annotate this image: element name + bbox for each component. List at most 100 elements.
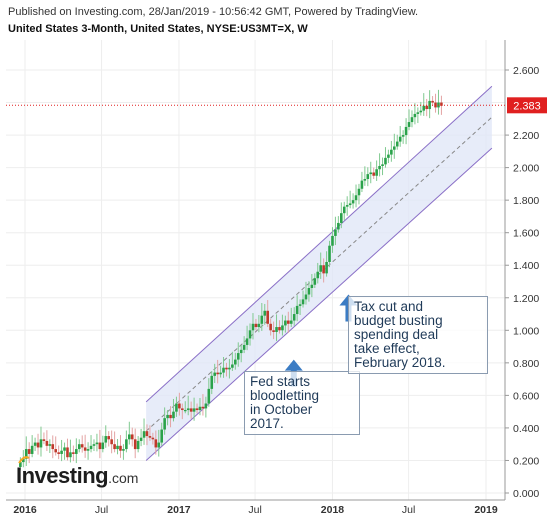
candle-body (234, 359, 237, 365)
chart-title: United States 3-Month, United States, NY… (8, 23, 308, 35)
y-tick-label: 2.200 (513, 130, 539, 142)
candle-body (178, 403, 181, 409)
x-tick-label: Jul (95, 504, 108, 516)
candle-body (228, 367, 231, 370)
investing-logo[interactable]: Investing.com (16, 456, 138, 489)
candle-body (372, 172, 375, 176)
candle-body (307, 288, 311, 295)
candle-body (348, 203, 352, 206)
y-tick-label: 0.000 (513, 488, 539, 500)
candle-body (19, 462, 22, 467)
candle-body (334, 229, 337, 236)
x-tick-label: 2017 (167, 504, 191, 516)
candle-body (378, 165, 381, 170)
candle-body (275, 327, 278, 332)
candle-body (404, 126, 408, 136)
candle-body (213, 372, 216, 376)
candle-body (354, 195, 358, 201)
y-tick-label: 1.400 (513, 260, 539, 272)
candle-body (201, 406, 205, 409)
candle-body (77, 444, 81, 450)
candle-body (192, 408, 196, 412)
candle-body (36, 442, 40, 448)
candles (19, 89, 443, 471)
y-tick-label: 0.800 (513, 358, 539, 370)
candle-body (239, 349, 243, 354)
candle-body (95, 442, 99, 445)
candle-body (375, 169, 378, 176)
candle-body (69, 452, 72, 458)
candle-body (263, 310, 267, 316)
candle-body (160, 429, 164, 443)
candle-body (183, 410, 187, 412)
candle-body (172, 411, 175, 419)
candle-body (86, 449, 90, 451)
fed-annotation: Fed starts bloodletting in October 2017. (244, 371, 360, 435)
candle-body (266, 310, 269, 324)
candle-body (66, 447, 69, 458)
candle-body (331, 235, 334, 246)
logo-swoosh-icon (18, 456, 30, 464)
candle-body (151, 437, 155, 440)
last-price-line: 2.383 (6, 97, 547, 114)
y-tick-label: 0.400 (513, 423, 539, 435)
candle-body (301, 299, 305, 305)
candle-body (139, 437, 143, 441)
candle-body (98, 442, 102, 450)
candle-body (89, 445, 93, 450)
candle-body (163, 418, 166, 430)
candle-body (251, 323, 255, 331)
candle-body (148, 436, 152, 438)
candle-body (157, 442, 161, 448)
candle-body (242, 344, 246, 350)
candle-body (236, 353, 240, 360)
candle-body (357, 188, 361, 196)
candle-body (287, 320, 290, 324)
candle-body (186, 408, 190, 411)
candle-body (204, 403, 208, 409)
x-tick-label: Jul (248, 504, 261, 516)
candle-body (407, 122, 411, 127)
candle-body (310, 284, 314, 289)
channel-upper-line (145, 85, 493, 403)
candle-body (113, 444, 116, 450)
last-price-badge (507, 97, 547, 114)
candle-body (45, 440, 49, 446)
candle-body (92, 444, 96, 446)
candle-body (42, 439, 46, 441)
candle-body (416, 112, 420, 114)
candle-body (104, 436, 108, 443)
candle-body (225, 367, 228, 370)
candle-body (75, 449, 78, 454)
candle-body (328, 245, 331, 262)
candle-body (133, 439, 137, 450)
candle-body (360, 180, 364, 189)
candle-body (122, 449, 125, 451)
candle-body (298, 304, 302, 306)
candle-body (54, 449, 58, 453)
candle-body (248, 330, 252, 339)
candle-body (195, 408, 199, 411)
logo-name: Investing (16, 463, 109, 488)
candle-body (431, 100, 434, 103)
candle-body (269, 323, 272, 331)
candle-body (369, 172, 373, 175)
candle-body (154, 439, 158, 448)
x-tick-label: 2016 (13, 504, 37, 516)
candle-body (340, 213, 343, 223)
candle-body (345, 205, 349, 207)
published-note: Published on Investing.com, 28/Jan/2019 … (8, 6, 419, 18)
candle-body (413, 113, 417, 118)
grid (6, 40, 506, 501)
x-tick-label: 2018 (321, 504, 345, 516)
candle-body (284, 320, 287, 326)
candle-body (381, 164, 384, 166)
y-tick-label: 0.200 (513, 455, 539, 467)
candle-body (60, 450, 63, 454)
x-tick-label: Jul (402, 504, 415, 516)
y-tick-label: 0.600 (513, 390, 539, 402)
x-tick-label: 2019 (474, 504, 498, 516)
candle-body (33, 442, 37, 446)
candle-body (181, 408, 184, 411)
